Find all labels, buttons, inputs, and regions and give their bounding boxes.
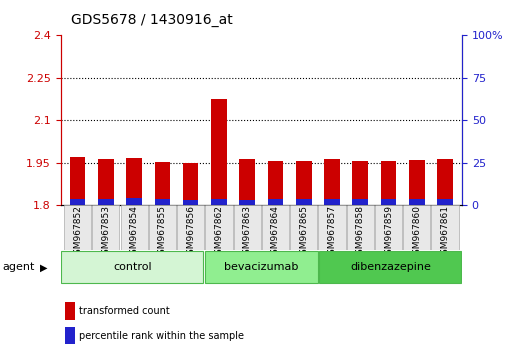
Bar (296, 161, 312, 205)
Text: percentile rank within the sample: percentile rank within the sample (79, 331, 244, 341)
Bar (234, 205, 261, 250)
Bar (126, 198, 142, 205)
Text: GSM967855: GSM967855 (158, 205, 167, 260)
Text: GSM967853: GSM967853 (101, 205, 110, 260)
Bar (65, 327, 75, 344)
Bar (149, 205, 176, 250)
Bar (324, 199, 340, 205)
Bar (183, 164, 199, 205)
Text: GDS5678 / 1430916_at: GDS5678 / 1430916_at (71, 12, 233, 27)
Bar (61, 251, 203, 283)
Text: GSM967856: GSM967856 (186, 205, 195, 260)
Bar (183, 200, 199, 205)
Text: GSM967859: GSM967859 (384, 205, 393, 260)
Text: GSM967864: GSM967864 (271, 205, 280, 260)
Bar (381, 161, 397, 205)
Bar (403, 205, 430, 250)
Text: GSM967861: GSM967861 (440, 205, 449, 260)
Bar (240, 200, 255, 205)
Bar (70, 157, 86, 205)
Text: GSM967862: GSM967862 (214, 205, 223, 260)
Text: control: control (113, 262, 152, 272)
Text: dibenzazepine: dibenzazepine (350, 262, 431, 272)
Bar (126, 158, 142, 205)
Bar (92, 205, 119, 250)
Text: GSM967859: GSM967859 (384, 205, 393, 260)
Bar (98, 199, 114, 205)
Text: GSM967858: GSM967858 (356, 205, 365, 260)
Text: GSM967860: GSM967860 (412, 205, 421, 260)
Bar (437, 159, 453, 205)
Bar (155, 199, 170, 205)
Bar (268, 199, 283, 205)
Text: GSM967857: GSM967857 (327, 205, 336, 260)
Text: GSM967855: GSM967855 (158, 205, 167, 260)
Text: agent: agent (3, 262, 35, 272)
Bar (65, 302, 75, 320)
Text: GSM967856: GSM967856 (186, 205, 195, 260)
Bar (262, 205, 289, 250)
Bar (98, 159, 114, 205)
Text: GSM967860: GSM967860 (412, 205, 421, 260)
Text: GSM967862: GSM967862 (214, 205, 223, 260)
Bar (353, 161, 368, 205)
Bar (240, 159, 255, 205)
Text: bevacizumab: bevacizumab (224, 262, 298, 272)
Bar (120, 205, 148, 250)
Bar (347, 205, 374, 250)
Text: GSM967853: GSM967853 (101, 205, 110, 260)
Bar (70, 199, 86, 205)
Bar (296, 199, 312, 205)
Bar (205, 251, 318, 283)
Text: GSM967864: GSM967864 (271, 205, 280, 260)
Text: GSM967863: GSM967863 (243, 205, 252, 260)
Bar (381, 199, 397, 205)
Bar (409, 160, 425, 205)
Text: GSM967852: GSM967852 (73, 205, 82, 260)
Bar (375, 205, 402, 250)
Text: GSM967858: GSM967858 (356, 205, 365, 260)
Bar (290, 205, 317, 250)
Bar (437, 199, 453, 205)
Text: GSM967865: GSM967865 (299, 205, 308, 260)
Bar (211, 199, 227, 205)
Text: GSM967852: GSM967852 (73, 205, 82, 260)
Bar (324, 159, 340, 205)
Bar (177, 205, 204, 250)
Text: GSM967854: GSM967854 (130, 205, 139, 260)
Text: GSM967854: GSM967854 (130, 205, 139, 260)
Bar (155, 162, 170, 205)
Text: ▶: ▶ (40, 262, 47, 272)
Bar (409, 199, 425, 205)
Bar (319, 251, 461, 283)
Text: transformed count: transformed count (79, 306, 169, 316)
Bar (211, 99, 227, 205)
Text: GSM967863: GSM967863 (243, 205, 252, 260)
Bar (353, 199, 368, 205)
Bar (431, 205, 459, 250)
Bar (318, 205, 345, 250)
Text: GSM967857: GSM967857 (327, 205, 336, 260)
Text: GSM967861: GSM967861 (440, 205, 449, 260)
Bar (268, 161, 283, 205)
Text: GSM967865: GSM967865 (299, 205, 308, 260)
Bar (205, 205, 232, 250)
Bar (64, 205, 91, 250)
